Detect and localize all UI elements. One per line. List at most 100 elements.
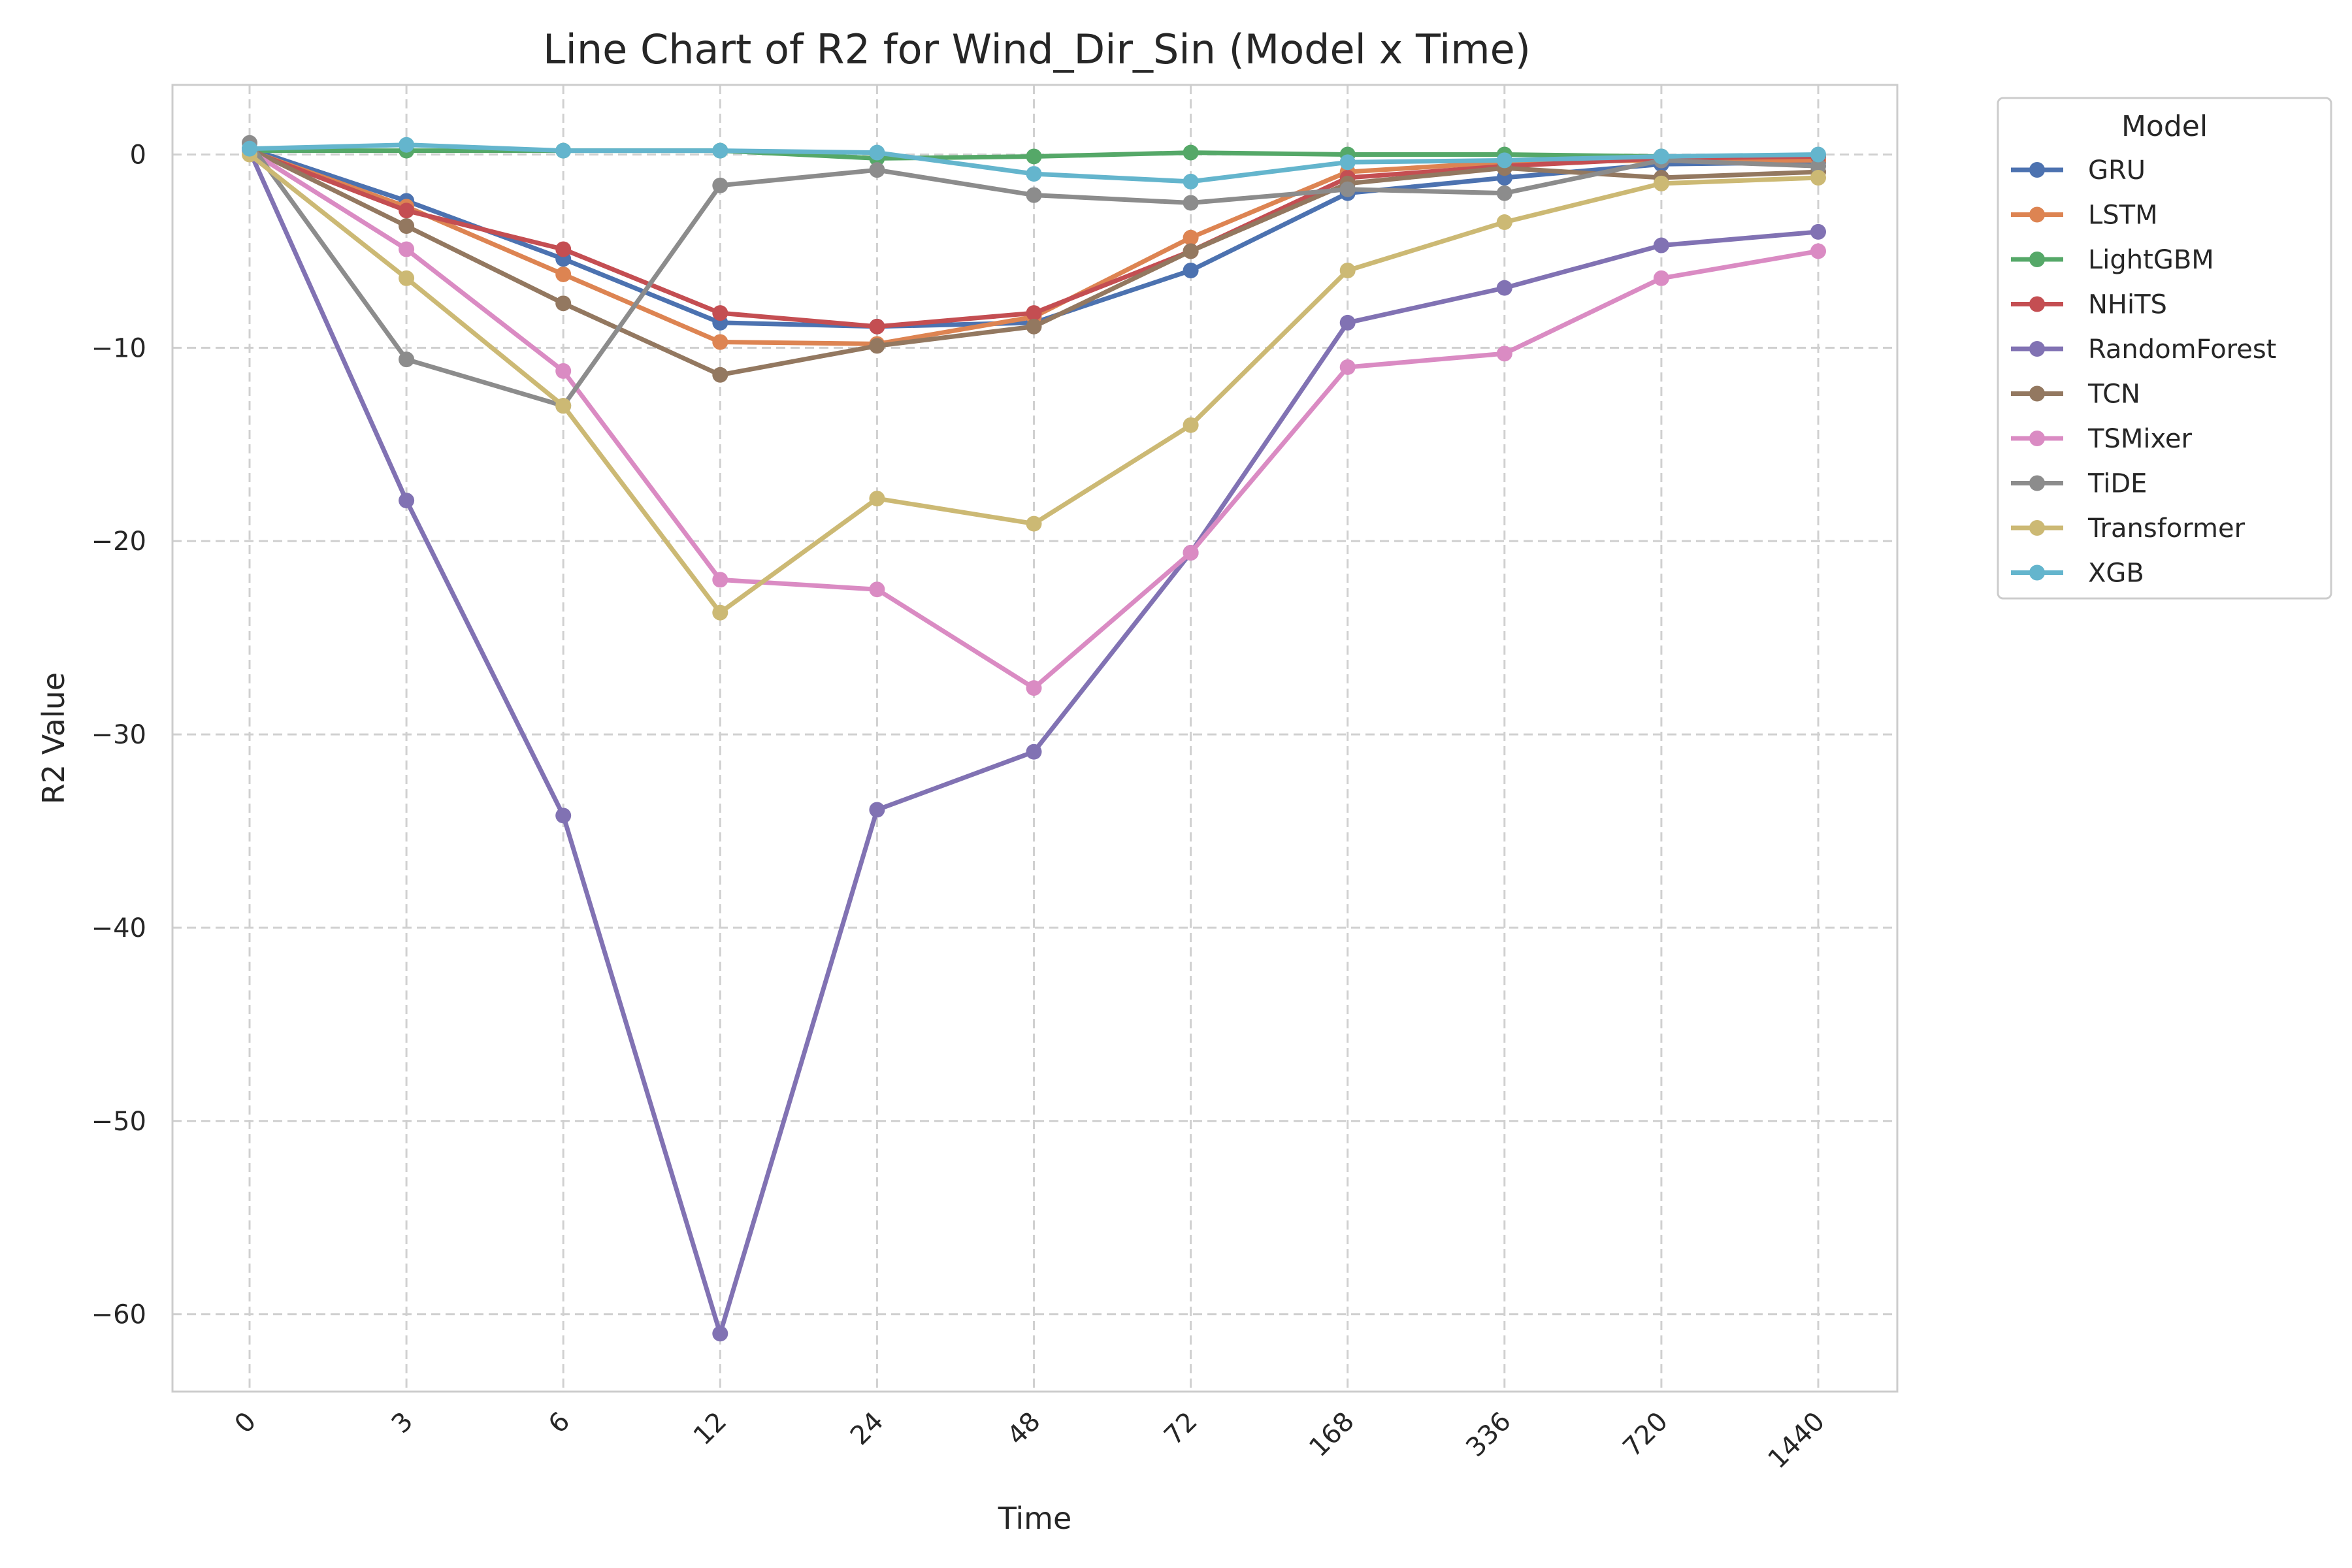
data-point [1810,158,1826,174]
legend: Model GRU LSTM LightGBM NHiTS RandomForest TC… [1997,97,2332,600]
data-point [555,808,572,824]
legend-title: Model [2121,110,2208,143]
data-point [712,572,728,588]
y-tick-label: −40 [91,913,146,943]
data-point [242,140,257,157]
legend-swatch-marker [2029,520,2045,536]
data-point [1026,515,1042,532]
legend-item: RandomForest [2011,335,2276,365]
legend-label: Transformer [2087,514,2246,544]
plot-area-frame [171,84,1899,1393]
data-point [1183,195,1199,211]
data-point [712,305,728,321]
legend-swatch-marker [2029,252,2045,267]
data-point [1026,743,1042,760]
data-point [1496,346,1512,362]
data-point [555,398,572,414]
y-tick-label: −10 [91,333,146,363]
legend-swatch-marker [2029,206,2045,223]
data-point [1183,243,1199,259]
data-point [399,218,415,234]
data-point [555,142,572,159]
data-point [399,351,415,368]
data-point [712,1326,728,1342]
data-point [869,802,885,818]
data-point [399,203,415,219]
data-point [712,177,728,193]
data-point [1653,148,1669,165]
y-tick-label: −30 [91,720,146,750]
data-point [399,493,415,509]
legend-swatch-marker [2029,341,2045,357]
legend-items: GRU LSTM LightGBM NHiTS RandomForest TCN TSMix… [2011,155,2276,589]
data-point [399,241,415,257]
series-lines [242,135,1826,1342]
data-point [1339,359,1356,375]
legend-item: TiDE [2011,469,2147,499]
data-point [1496,214,1512,231]
legend-swatch-marker [2029,385,2045,402]
data-point [1496,152,1512,169]
grid [172,85,1897,1392]
legend-swatch-marker [2029,475,2045,491]
legend-item: LightGBM [2011,245,2214,275]
data-point [869,491,885,507]
data-point [1183,144,1199,161]
legend-item: Transformer [2011,514,2246,544]
data-point [1183,263,1199,279]
data-point [555,241,572,257]
data-point [555,266,572,282]
data-point [1810,146,1826,163]
data-point [1026,187,1042,203]
data-point [869,144,885,161]
legend-item: XGB [2011,559,2144,589]
data-point [869,162,885,178]
data-point [1810,170,1826,186]
y-axis: 0 −10 −20 −30 −40 −50 −60 [91,140,146,1330]
data-point [1810,223,1826,240]
data-point [1026,318,1042,335]
chart-title: Line Chart of R2 for Wind_Dir_Sin (Model… [543,25,1531,73]
legend-label: XGB [2088,559,2144,589]
legend-swatch-marker [2029,564,2045,581]
y-tick-label: −50 [91,1107,146,1137]
data-point [1339,314,1356,331]
data-point [1653,175,1669,191]
legend-box [1997,97,2332,600]
legend-item: GRU [2011,155,2146,186]
data-point [1339,263,1356,279]
data-point [399,270,415,286]
y-axis-title: R2 Value [36,672,71,804]
data-point [1026,305,1042,321]
legend-swatch-marker [2029,296,2045,312]
data-point [869,318,885,335]
data-point [1339,181,1356,197]
data-point [1339,154,1356,171]
data-point [1026,148,1042,165]
data-point [1496,280,1512,296]
data-point [1026,680,1042,696]
data-point [712,334,728,350]
series-xgb [242,137,1826,189]
data-point [1653,237,1669,253]
data-point [1653,270,1669,286]
data-point [1183,173,1199,189]
legend-swatch-marker [2029,431,2045,446]
data-point [1183,417,1199,433]
data-point [712,604,728,621]
data-point [1026,166,1042,182]
data-point [869,338,885,354]
data-point [1183,229,1199,246]
y-tick-label: 0 [130,140,146,171]
legend-label: TCN [2087,380,2140,410]
legend-item: TSMixer [2011,424,2193,454]
legend-swatch-marker [2029,162,2045,178]
legend-label: TSMixer [2087,424,2193,454]
data-point [1810,243,1826,259]
legend-item: NHiTS [2011,290,2167,320]
legend-label: LightGBM [2088,245,2214,275]
data-point [869,581,885,598]
data-point [555,295,572,312]
x-axis-title: Time [998,1501,1072,1536]
